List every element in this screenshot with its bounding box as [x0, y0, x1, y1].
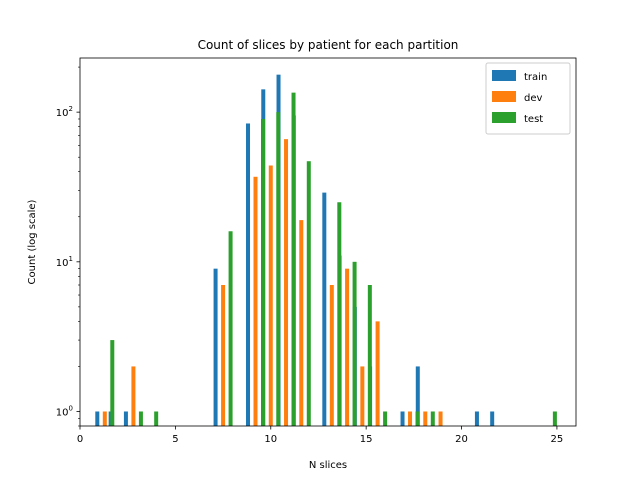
x-tick-label: 15	[360, 434, 373, 445]
y-tick-label: 100	[56, 404, 73, 418]
legend-swatch-dev	[492, 91, 516, 102]
bar-train	[322, 192, 327, 426]
bar-dev	[423, 411, 428, 426]
x-tick-label: 0	[77, 434, 83, 445]
bar-dev	[284, 139, 289, 426]
bar-test	[430, 411, 435, 426]
legend-swatch-train	[492, 70, 516, 81]
bar-dev	[375, 321, 380, 426]
bar-dev	[131, 366, 136, 426]
bar-test	[110, 340, 115, 426]
bar-dev	[268, 165, 273, 426]
bar-dev	[221, 285, 226, 426]
bar-test	[291, 92, 296, 426]
bar-dev	[345, 268, 350, 426]
y-axis-title: Count (log scale)	[27, 199, 38, 284]
bar-dev	[408, 411, 413, 426]
legend-swatch-test	[492, 112, 516, 123]
bar-test	[383, 411, 388, 426]
x-tick-label: 20	[455, 434, 468, 445]
x-tick-label: 25	[551, 434, 564, 445]
plot-frame	[79, 57, 577, 427]
bar-test	[415, 411, 420, 426]
bar-dev	[438, 411, 443, 426]
legend-label-dev: dev	[524, 93, 543, 104]
bar-test	[352, 261, 357, 426]
bar-test	[276, 112, 281, 426]
y-tick-label: 102	[56, 105, 73, 119]
bar-train	[415, 366, 420, 426]
bar-test	[228, 231, 233, 426]
x-axis-title: N slices	[309, 460, 347, 471]
bar-dev	[360, 366, 365, 426]
bar-train	[400, 411, 405, 426]
bar-test	[337, 202, 342, 426]
bar-test	[552, 411, 557, 426]
legend-label-train: train	[524, 72, 547, 83]
y-axis: 100 101 102	[56, 66, 80, 427]
bar-train	[213, 268, 218, 426]
bar-dev	[102, 411, 107, 426]
x-axis: 0 5 10 15 20 25	[77, 426, 563, 445]
bars-group	[95, 74, 557, 427]
bar-test	[261, 118, 266, 427]
bar-train	[95, 411, 100, 426]
legend: train dev test	[485, 62, 571, 135]
x-tick-label: 10	[264, 434, 277, 445]
bar-train	[474, 411, 479, 426]
bar-dev	[329, 285, 334, 426]
bar-test	[306, 161, 311, 426]
bar-test	[367, 285, 372, 426]
bar-test	[138, 411, 143, 426]
bar-train	[246, 123, 251, 426]
bar-train	[123, 411, 128, 426]
bar-dev	[253, 176, 258, 426]
bar-test	[154, 411, 159, 426]
legend-label-test: test	[524, 114, 543, 125]
chart-title: Count of slices by patient for each part…	[198, 38, 459, 52]
bar-dev	[299, 220, 304, 426]
y-tick-label: 101	[56, 255, 73, 269]
bar-train	[490, 411, 495, 426]
x-tick-label: 5	[172, 434, 178, 445]
